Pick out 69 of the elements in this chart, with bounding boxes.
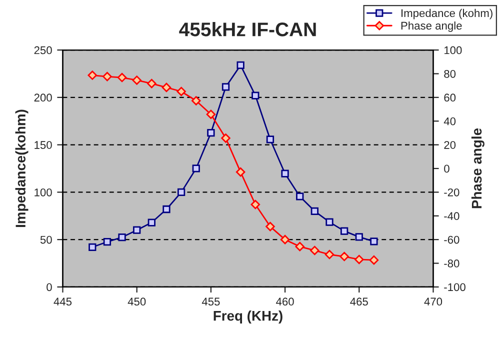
point xyxy=(118,233,126,242)
x-tick-label: 445 xyxy=(54,298,72,306)
legend-label: Impedance (kohm) xyxy=(402,8,492,20)
point xyxy=(88,70,98,80)
point xyxy=(354,254,364,264)
point xyxy=(132,76,142,85)
legend-label: Phase angle xyxy=(401,21,462,32)
point xyxy=(162,205,170,214)
point xyxy=(310,246,320,256)
point xyxy=(310,207,318,215)
point xyxy=(192,164,200,172)
y2-tick-label: 80 xyxy=(444,70,456,78)
chart-title: 455kHz IF-CAN xyxy=(179,22,316,36)
x-axis-title: Freq (KHz) xyxy=(214,310,282,324)
point xyxy=(369,255,379,265)
point xyxy=(103,238,112,246)
point xyxy=(355,233,363,241)
point xyxy=(133,226,141,234)
point xyxy=(148,218,156,226)
point xyxy=(147,78,156,88)
y-axis-title: Impedance(kohm) xyxy=(15,110,28,227)
x-tick-label: 460 xyxy=(276,298,294,306)
y2-tick-label: -20 xyxy=(444,188,460,196)
point xyxy=(191,96,201,106)
point xyxy=(177,188,186,196)
y2-tick-label: -40 xyxy=(444,212,460,220)
y2-tick-label: 40 xyxy=(444,117,456,126)
point xyxy=(296,192,304,200)
y-tick-label: 200 xyxy=(34,94,52,102)
x-tick-label: 450 xyxy=(128,298,146,306)
point xyxy=(324,250,334,260)
y-tick-label: 100 xyxy=(34,188,52,196)
y2-tick-label: 100 xyxy=(444,46,462,54)
point xyxy=(207,129,215,137)
x-tick-label: 465 xyxy=(350,298,368,306)
point xyxy=(206,110,216,119)
point xyxy=(266,222,275,232)
x-tick-label: 470 xyxy=(424,298,442,306)
point xyxy=(221,134,230,143)
point xyxy=(266,136,274,144)
point xyxy=(252,92,260,100)
point xyxy=(370,238,378,246)
point xyxy=(340,252,349,262)
y2-tick-label: 60 xyxy=(444,94,456,102)
y-tick-label: 250 xyxy=(34,46,52,54)
point xyxy=(222,83,230,91)
point xyxy=(176,86,186,96)
x-tick-label: 455 xyxy=(202,298,220,306)
y2-tick-label: -80 xyxy=(444,260,460,268)
point xyxy=(295,242,304,252)
point xyxy=(117,72,127,82)
y-tick-label: 150 xyxy=(34,141,52,149)
point xyxy=(280,234,290,244)
point xyxy=(88,243,96,251)
y2-tick-label: 0 xyxy=(444,164,450,173)
point xyxy=(236,61,244,70)
point xyxy=(236,167,246,177)
y2-axis-title: Phase angle xyxy=(471,128,484,208)
y-tick-label: 0 xyxy=(46,283,52,292)
point xyxy=(102,72,112,82)
point xyxy=(250,200,260,210)
y2-tick-label: -100 xyxy=(444,283,466,292)
point xyxy=(326,218,334,226)
y2-tick-label: -60 xyxy=(444,236,460,244)
point xyxy=(281,170,289,178)
point xyxy=(340,227,348,235)
point xyxy=(162,82,172,92)
y-tick-label: 50 xyxy=(40,236,52,244)
y2-tick-label: 20 xyxy=(444,141,456,149)
